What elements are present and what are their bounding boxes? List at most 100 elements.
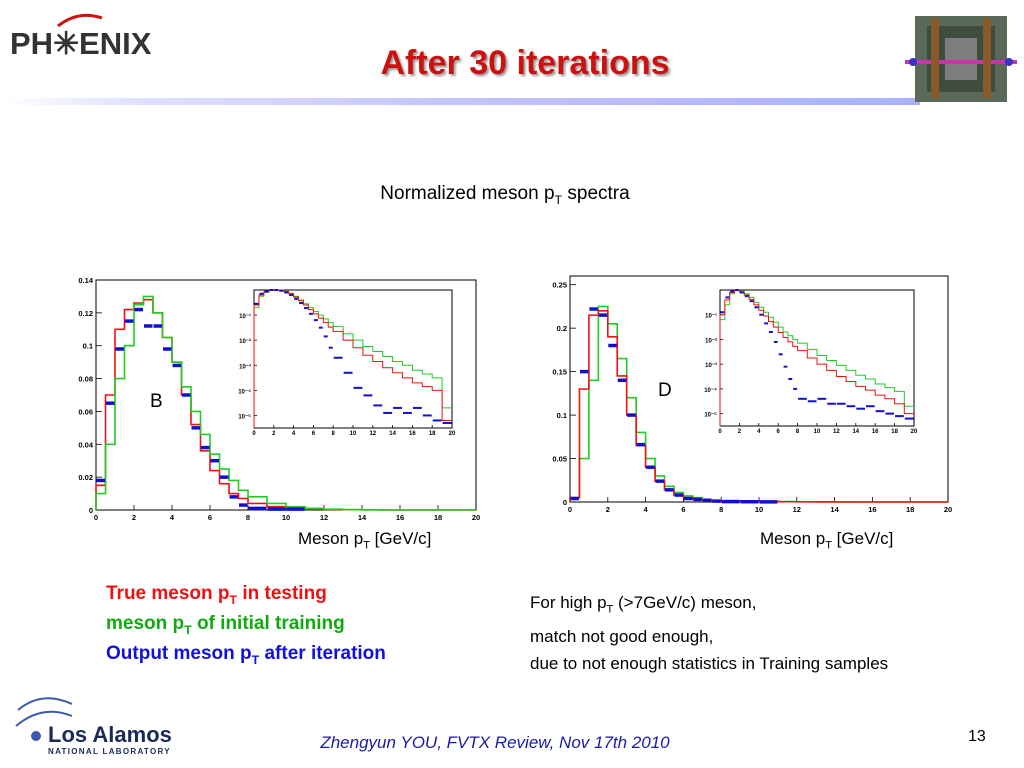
main-xtick-label: 16 [868, 505, 876, 514]
main-ytick-label: 0.04 [78, 440, 93, 449]
inset-xtick-label: 0 [718, 429, 722, 435]
legend-true-suffix: in testing [237, 583, 327, 604]
main-xtick-label: 8 [719, 505, 723, 514]
note-line-2: match not good enough, [530, 627, 714, 647]
inset-xtick-label: 20 [911, 429, 918, 435]
inset-xtick-label: 12 [833, 429, 840, 435]
main-ytick-label: 0 [89, 506, 93, 515]
xcaption-sub: T [825, 539, 832, 552]
subtitle-sub: T [554, 192, 563, 207]
legend-initial-suffix: of initial training [191, 613, 345, 634]
panel-label: D [658, 380, 672, 401]
legend-initial-sub: T [184, 622, 192, 637]
inset-xtick-label: 8 [796, 429, 800, 435]
main-xtick-label: 10 [755, 505, 763, 514]
inset-xtick-label: 0 [252, 431, 256, 437]
plot-right-xcaption: Meson pT [GeV/c] [760, 529, 893, 551]
legend-true: True meson pT in testing [106, 583, 327, 607]
lanl-line2: NATIONAL LABORATORY [48, 747, 171, 756]
inset-ytick-label: 10⁻² [705, 337, 717, 344]
plot-right: 0 2 4 6 8 10 12 14 16 18 20 0 0.05 0.1 0.15 0.2 0.25 0 2 4 6… [538, 266, 953, 529]
lanl-line1: Los Alamos [48, 722, 172, 747]
title-rule [0, 98, 920, 105]
main-xtick-label: 4 [170, 513, 175, 522]
legend-output: Output meson pT after iteration [106, 643, 386, 667]
main-ytick-label: 0.1 [557, 411, 567, 420]
xcaption-sub: T [363, 539, 370, 552]
main-ytick-label: 0.2 [557, 324, 567, 333]
main-ytick-label: 0 [563, 498, 567, 507]
inset-xtick-label: 14 [852, 429, 859, 435]
main-xtick-label: 12 [320, 513, 328, 522]
main-ytick-label: 0.14 [78, 276, 93, 285]
main-ytick-label: 0.02 [78, 473, 93, 482]
main-xtick-label: 2 [132, 513, 136, 522]
main-xtick-label: 6 [208, 513, 212, 522]
inset-xtick-label: 14 [389, 431, 396, 437]
slide-title: After 30 iterations [380, 44, 670, 82]
inset-xtick-label: 10 [814, 429, 821, 435]
inset-xtick-label: 6 [777, 429, 781, 435]
inset-initial-series [719, 289, 914, 426]
inset-ytick-label: 10⁻⁵ [238, 414, 251, 420]
main-xtick-label: 18 [434, 513, 442, 522]
legend-true-sub: T [229, 592, 238, 607]
xcaption-prefix: Meson p [760, 529, 826, 548]
plot-right-svg: 0 2 4 6 8 10 12 14 16 18 20 0 0.05 0.1 0.15 0.2 0.25 0 2 4 6… [552, 275, 952, 514]
note-text: For high pT (>7GeV/c) meson, match not g… [530, 589, 888, 677]
legend-output-sub: T [251, 652, 260, 667]
plot-left-svg: 0 2 4 6 8 10 12 14 16 18 2000.020.040.060.080.10.1… [78, 276, 480, 522]
main-xtick-label: 8 [246, 513, 250, 522]
inset-ytick-label: 10⁻¹ [705, 313, 717, 320]
legend-initial-prefix: meson p [106, 613, 185, 634]
legend-output-suffix: after iteration [259, 643, 386, 664]
inset-xtick-label: 4 [292, 431, 296, 437]
main-ytick-label: 0.12 [78, 309, 93, 318]
plot-left: 0 2 4 6 8 10 12 14 16 18 20 0 0.02 0.04 0.06 0.08 0.1 0.1… [68, 266, 483, 529]
plot-left-xcaption: Meson pT [GeV/c] [298, 529, 431, 551]
panel-label: B [150, 391, 163, 412]
inset-xtick-label: 8 [332, 431, 336, 437]
inset-xtick-label: 12 [369, 431, 376, 437]
main-xtick-label: 0 [94, 513, 98, 522]
inset-xtick-label: 10 [350, 431, 357, 437]
subtitle-prefix: Normalized meson p [380, 183, 555, 204]
main-xtick-label: 16 [396, 513, 404, 522]
main-xtick-label: 18 [906, 505, 914, 514]
inset-frame [253, 289, 453, 429]
inset-ytick-label: 10⁻³ [705, 362, 717, 369]
phenix-logo-text: PH✳ENIX [10, 26, 152, 61]
legend-initial: meson pT of initial training [106, 613, 345, 637]
main-xtick-label: 10 [282, 513, 290, 522]
inset-xtick-label: 6 [312, 431, 316, 437]
subtitle-suffix: spectra [562, 183, 630, 204]
inset-ytick-label: 10⁻⁵ [704, 413, 717, 419]
main-xtick-label: 6 [681, 505, 685, 514]
main-xtick-label: 0 [568, 505, 572, 514]
legend-output-prefix: Output meson p [106, 643, 252, 664]
page-number: 13 [968, 728, 986, 745]
lanl-logo: Los Alamos NATIONAL LABORATORY [12, 690, 182, 760]
footer-text: Zhengyun YOU, FVTX Review, Nov 17th 2010 [320, 733, 670, 752]
main-xtick-label: 20 [944, 505, 952, 514]
note-line1-sub: T [606, 603, 614, 616]
inset-ytick-label: 10⁻¹ [239, 313, 251, 320]
xcaption-prefix: Meson p [298, 529, 364, 548]
main-initial-series [95, 295, 476, 511]
main-ytick-label: 0.06 [78, 407, 93, 416]
inset-xtick-label: 18 [891, 429, 898, 435]
xcaption-suffix: [GeV/c] [369, 529, 432, 548]
inset-ytick-label: 10⁻⁴ [704, 388, 717, 394]
main-xtick-label: 14 [830, 505, 839, 514]
main-ytick-label: 0.08 [78, 375, 93, 384]
inset-xtick-label: 16 [409, 431, 416, 437]
inset-ytick-label: 10⁻² [239, 338, 251, 345]
inset-xtick-label: 16 [872, 429, 879, 435]
main-xtick-label: 4 [644, 505, 649, 514]
main-xtick-label: 20 [472, 513, 480, 522]
plot-subtitle: Normalized meson pT spectra [0, 183, 1010, 207]
legend-true-prefix: True meson p [106, 583, 230, 604]
inset-xtick-label: 2 [272, 431, 276, 437]
inset-xtick-label: 4 [757, 429, 761, 435]
phenix-logo: PH✳ENIX [8, 10, 168, 70]
